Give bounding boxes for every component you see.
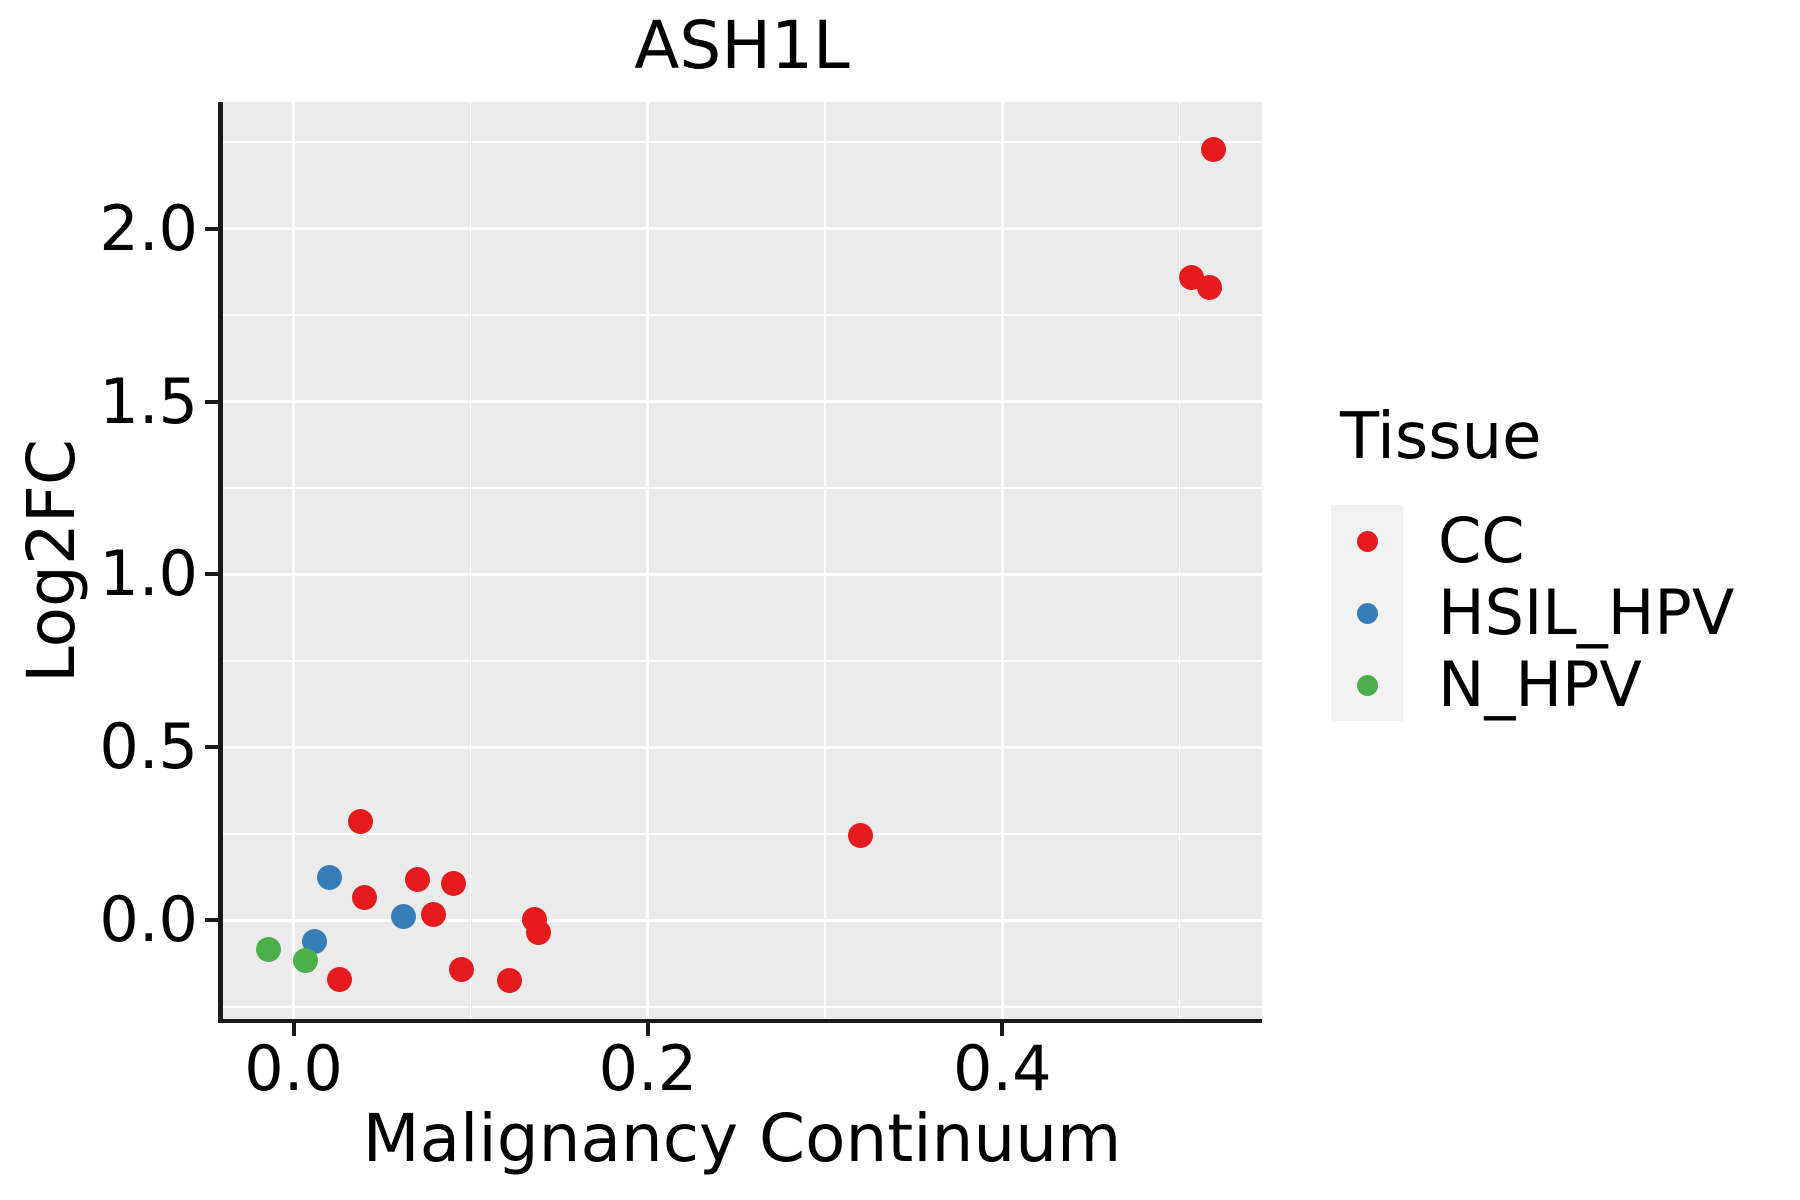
data-point-CC	[525, 920, 551, 946]
gridline-x-major	[646, 102, 650, 1020]
y-tick-label: 1.5	[99, 364, 198, 438]
y-tick	[205, 226, 218, 231]
y-tick	[205, 918, 218, 923]
legend-key	[1331, 649, 1403, 721]
data-point-CC	[421, 902, 447, 927]
plot-panel	[222, 102, 1262, 1020]
y-tick-label: 1.0	[99, 537, 198, 611]
x-tick-label: 0.2	[598, 1032, 698, 1105]
legend-key	[1331, 577, 1403, 649]
y-tick	[205, 572, 218, 577]
gridline-x-minor	[469, 102, 472, 1020]
data-point-HSIL_HPV	[390, 903, 416, 929]
gridline-x-minor	[1178, 102, 1181, 1020]
gridline-y-minor	[222, 833, 1262, 835]
data-point-N_HPV	[256, 936, 282, 962]
data-point-CC	[497, 967, 523, 993]
x-tick	[645, 1023, 650, 1036]
y-tick	[205, 399, 218, 404]
data-point-CC	[449, 956, 475, 982]
gridline-y-major	[222, 918, 1262, 922]
data-point-HSIL_HPV	[316, 864, 342, 890]
chart-title: ASH1L	[634, 7, 850, 84]
gridline-y-minor	[222, 141, 1262, 143]
data-point-CC	[848, 822, 874, 848]
gridline-y-minor	[222, 1006, 1262, 1008]
y-axis-line	[218, 102, 223, 1023]
y-tick-label: 2.0	[99, 191, 198, 265]
legend-title: Tissue	[1340, 400, 1542, 474]
gridline-y-major	[222, 745, 1262, 749]
n_hpv-legend-dot-icon	[1356, 674, 1378, 696]
legend-item-label: N_HPV	[1438, 648, 1642, 721]
data-point-CC	[351, 884, 377, 910]
data-point-CC	[1197, 275, 1223, 301]
y-tick-label: 0.0	[99, 883, 198, 957]
gridline-y-major	[222, 400, 1262, 404]
y-axis-title: Log2FC	[13, 439, 90, 683]
data-point-CC	[327, 967, 353, 993]
cc-legend-dot-icon	[1356, 530, 1378, 552]
gridline-x-major	[292, 102, 296, 1020]
y-tick-label: 0.5	[99, 710, 198, 784]
gridline-y-minor	[222, 314, 1262, 316]
gridline-x-major	[1000, 102, 1004, 1020]
gridline-y-major	[222, 572, 1262, 576]
x-tick-label: 0.4	[952, 1032, 1052, 1105]
data-point-N_HPV	[293, 948, 319, 974]
gridline-x-minor	[824, 102, 826, 1020]
x-tick-label: 0.0	[244, 1032, 343, 1105]
hsil_hpv-legend-dot-icon	[1356, 602, 1378, 624]
y-tick	[205, 745, 218, 750]
data-point-CC	[405, 867, 431, 893]
legend-item-label: CC	[1438, 504, 1525, 577]
x-tick	[1000, 1023, 1005, 1036]
gridline-y-major	[222, 227, 1262, 231]
gridline-y-minor	[222, 487, 1262, 489]
x-axis-line	[218, 1018, 1262, 1023]
legend-item-label: HSIL_HPV	[1438, 576, 1735, 649]
gridline-y-minor	[222, 660, 1262, 662]
x-axis-title: Malignancy Continuum	[362, 1100, 1122, 1177]
data-point-CC	[1200, 136, 1226, 162]
data-point-CC	[440, 871, 466, 897]
data-point-CC	[348, 808, 374, 834]
legend-key	[1331, 505, 1403, 577]
x-tick	[291, 1023, 296, 1036]
